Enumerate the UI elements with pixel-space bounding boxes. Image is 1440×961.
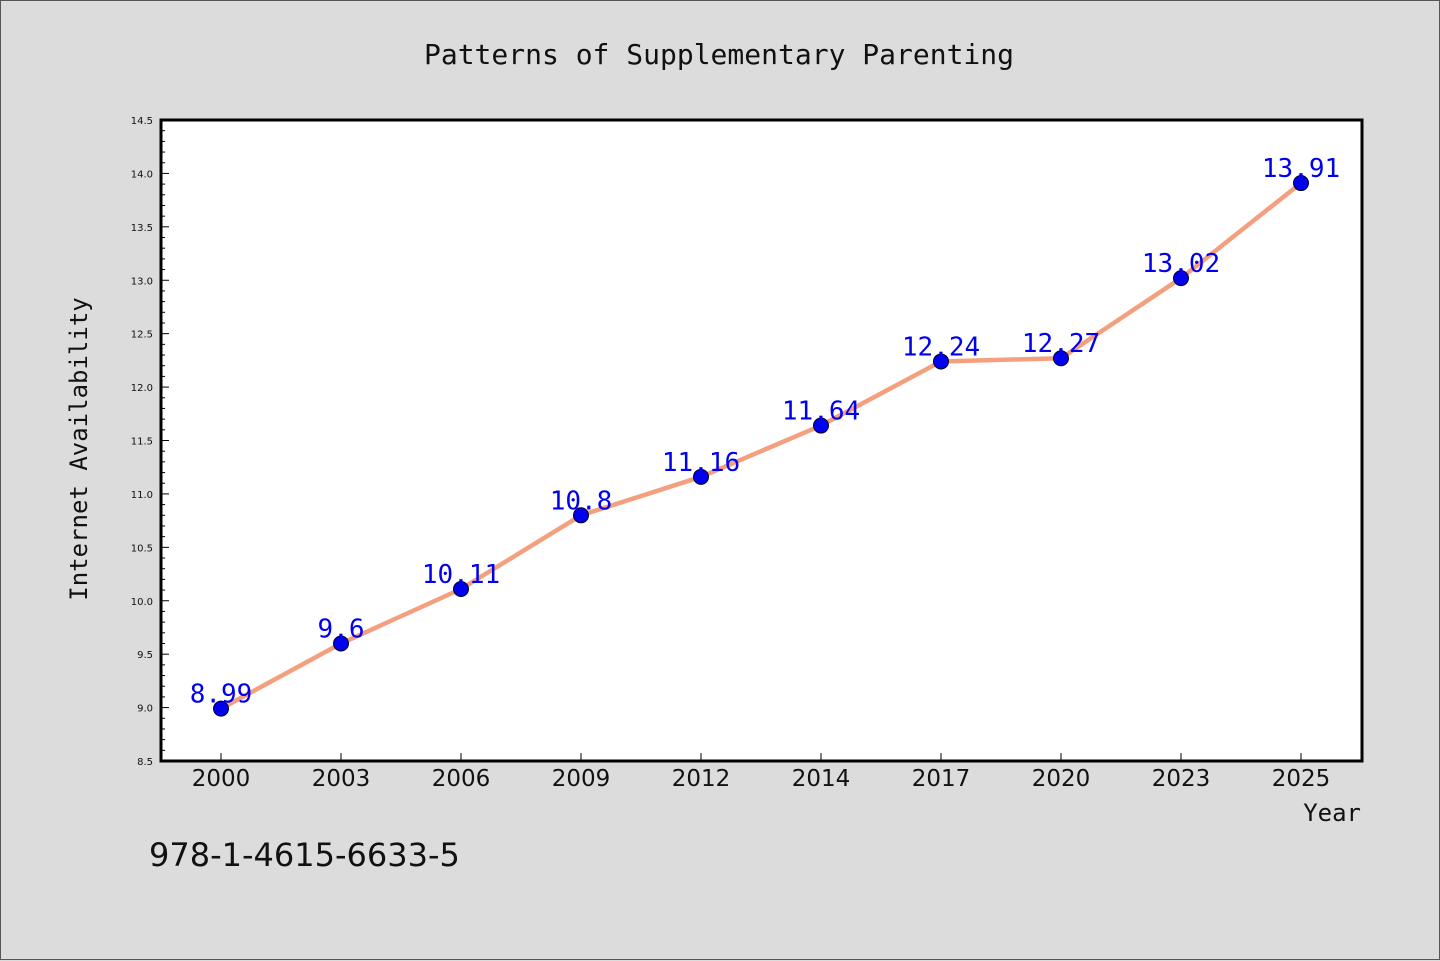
data-label: 13.02 (1142, 249, 1220, 279)
data-label: 12.24 (902, 332, 980, 362)
y-tick-label: 9.5 (137, 650, 153, 661)
data-label: 12.27 (1022, 329, 1100, 359)
x-tick-label: 2025 (1272, 766, 1331, 792)
x-tick-label: 2000 (192, 766, 251, 792)
data-label: 8.99 (190, 680, 253, 710)
y-tick-label: 8.5 (137, 757, 153, 768)
plot-area (159, 118, 1364, 763)
y-tick-label: 11.5 (131, 437, 153, 448)
y-axis-label: Internet Availability (65, 297, 93, 600)
x-axis: 2000 2003 2006 2009 2012 2014 2017 2020 2023 2025 (192, 753, 1331, 792)
data-label: 13.91 (1262, 154, 1340, 184)
y-tick-label: 9.0 (137, 704, 153, 715)
series-line (218, 180, 1304, 711)
data-label: 11.16 (662, 448, 740, 478)
data-point (213, 700, 229, 717)
data-point (933, 353, 949, 370)
y-tick-label: 10.0 (131, 597, 153, 608)
y-tick-label: 14.5 (131, 116, 153, 127)
x-tick-label: 2023 (1152, 766, 1211, 792)
y-tick-label: 11.0 (131, 490, 153, 501)
x-tick-label: 2012 (672, 766, 731, 792)
data-point (1053, 350, 1069, 367)
x-tick-label: 2006 (432, 766, 491, 792)
data-point (333, 635, 349, 652)
isbn-text: 978-1-4615-6633-5 (149, 836, 460, 874)
data-label: 11.64 (782, 397, 860, 427)
data-label: 10.8 (550, 486, 613, 516)
x-tick-label: 2017 (912, 766, 971, 792)
y-tick-label: 13.5 (131, 223, 153, 234)
data-labels: 8.99 9.6 10.11 10.8 11.16 11.64 12.24 12.27 13.0… (190, 154, 1340, 710)
y-tick-label: 12.0 (131, 383, 153, 394)
x-tick-label: 2014 (792, 766, 851, 792)
data-point (813, 417, 829, 434)
y-axis: 8.5 9.0 9.5 10.0 10.5 11.0 11.5 12.0 12.5 13.0 13.… (131, 116, 169, 768)
data-label: 10.11 (422, 560, 500, 590)
data-point (573, 507, 589, 524)
x-tick-label: 2020 (1032, 766, 1091, 792)
data-point (693, 468, 709, 485)
series-markers (213, 175, 1309, 717)
y-tick-label: 12.5 (131, 330, 153, 341)
data-point (1293, 175, 1309, 192)
y-tick-label: 10.5 (131, 543, 153, 554)
x-tick-label: 2003 (312, 766, 371, 792)
y-tick-label: 14.0 (131, 169, 153, 180)
data-point (1173, 270, 1189, 287)
data-point (453, 580, 469, 597)
y-tick-label: 13.0 (131, 276, 153, 287)
x-axis-label: Year (1303, 799, 1361, 827)
x-tick-label: 2009 (552, 766, 611, 792)
chart-title: Patterns of Supplementary Parenting (424, 38, 1014, 71)
data-label: 9.6 (318, 614, 365, 644)
